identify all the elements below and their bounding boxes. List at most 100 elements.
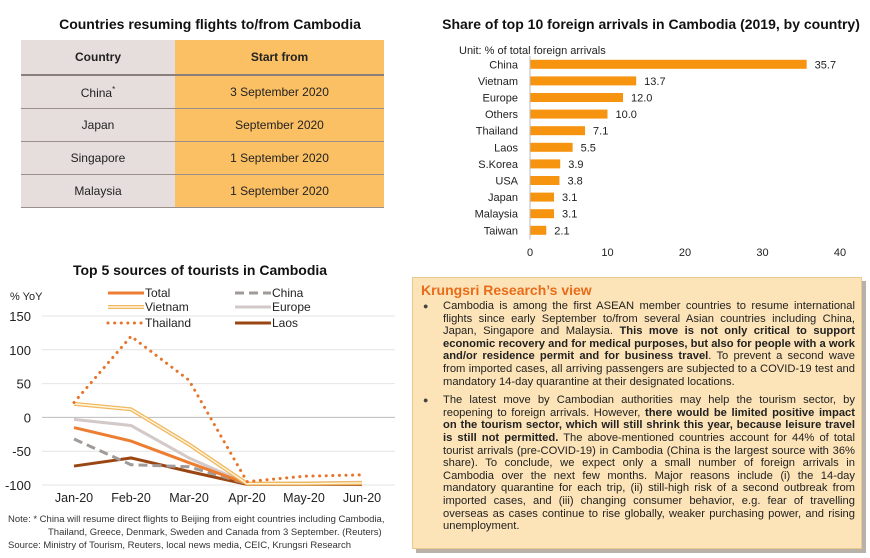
line-chart: % YoY 150 100 50 0 -50 -100 Jan-20 Feb-20 Mar-20 A… [5,286,395,505]
bar [530,126,586,136]
bar-category-label: Malaysia [475,209,519,221]
bullet-text: The above-mentioned countries account fo… [443,431,855,533]
bullet-text: Cambodia is among the first ASEAN member… [443,300,855,338]
bar-value-label: 10.0 [616,109,637,121]
x-tick-label: Mar-20 [169,491,209,505]
table-row: Malaysia 1 September 2020 [21,174,384,208]
y-tick-label: 150 [9,309,31,324]
cell-country: China* [21,75,175,109]
legend-label: China [272,286,304,300]
research-view-box: Krungsri Research’s view Cambodia is amo… [412,277,862,549]
cell-start: September 2020 [175,108,384,142]
bar-chart-title: Share of top 10 foreign arrivals in Camb… [442,16,860,32]
y-tick-label: -100 [5,478,31,493]
bar-value-label: 3.9 [568,159,583,171]
table-header-row: Country Start from [21,40,384,75]
bar [530,142,573,152]
table-row: Singapore 1 September 2020 [21,141,384,175]
bar-category-label: USA [495,176,518,188]
cell-start: 1 September 2020 [175,141,384,175]
x-tick-label: Apr-20 [228,491,266,505]
note-text-continued: Thailand, Greece, Denmark, Sweden and Ca… [48,527,382,538]
flights-table: Country Start from China* 3 September 20… [21,40,384,208]
bar-chart: Unit: % of total foreign arrivals China 35… [459,45,846,259]
bar [530,209,555,219]
y-tick-label: -50 [12,444,31,459]
bullet-item: Cambodia is among the first ASEAN member… [423,300,855,388]
x-tick-label: 40 [834,247,846,259]
bullet-text-bold: there would be limited positive impact o… [443,406,856,444]
header-start-from: Start from [175,40,384,75]
country-name: China [80,85,113,100]
bullet-text: . To prevent a second wave from imported… [443,350,855,388]
bar-value-label: 35.7 [815,59,836,71]
bar [530,59,807,69]
bar-category-label: Taiwan [484,225,518,237]
legend-item-europe: Europe [235,300,311,314]
footnotes: Note: * China will resume direct flights… [8,513,384,552]
y-axis-title: % YoY [10,291,43,303]
legend-label: Total [145,286,170,300]
legend-label: Thailand [145,316,191,330]
bullet-text: The latest move by Cambodian authorities… [443,394,855,419]
cell-start: 1 September 2020 [175,174,384,208]
research-view-bullets: Cambodia is among the first ASEAN member… [421,300,855,533]
bar-category-label: Europe [483,93,518,105]
table-row: Japan September 2020 [21,108,384,142]
cell-start: 3 September 2020 [175,75,384,109]
note-text: Note: * China will resume direct flights… [8,514,385,525]
bar-value-label: 12.0 [631,93,652,105]
legend-item-total: Total [108,286,170,300]
header-country: Country [21,40,175,75]
unit-label: Unit: % of total foreign arrivals [459,45,606,57]
source-text: Source: Ministry of Tourism, Reuters, lo… [8,540,352,551]
bar [530,176,560,185]
research-view-title: Krungsri Research’s view [421,282,592,298]
legend-label: Laos [272,316,298,330]
cell-country: Japan [21,108,175,142]
legend-item-laos: Laos [235,316,298,330]
series-line-inner [73,403,363,485]
bar-category-label: Vietnam [478,76,518,88]
bar [530,159,561,169]
bar [530,109,608,119]
bar-category-label: China [489,59,519,71]
bar [530,225,547,235]
bar-value-label: 3.1 [562,209,577,221]
legend-item-thailand: Thailand [106,316,191,330]
x-tick-label: 30 [756,247,768,259]
x-tick-label: Jun-20 [343,491,381,505]
x-tick-label: Jan-20 [55,491,93,505]
cell-country: Malaysia [21,174,175,208]
cell-country: Singapore [21,141,175,175]
y-tick-label: 50 [17,377,31,392]
y-tick-label: 100 [9,343,31,358]
y-tick-label: 0 [24,410,31,425]
bar-category-label: Others [485,109,519,121]
table-title: Countries resuming flights to/from Cambo… [59,16,361,32]
x-tick-label: Feb-20 [111,491,151,505]
legend-label: Vietnam [145,300,189,314]
bar-value-label: 5.5 [581,142,596,154]
table-row: China* 3 September 2020 [21,75,384,109]
x-tick-label: 0 [527,247,533,259]
bar-category-label: S.Korea [478,159,519,171]
x-tick-label: 10 [601,247,613,259]
line-series-thailand [72,334,364,484]
bar-value-label: 2.1 [554,225,569,237]
series-line [72,334,364,484]
bar-value-label: 13.7 [644,76,665,88]
line-chart-title: Top 5 sources of tourists in Cambodia [72,262,328,278]
bar-value-label: 7.1 [593,126,608,138]
bar-category-label: Thailand [476,126,518,138]
bar-value-label: 3.8 [567,176,582,188]
legend-item-china: China [235,286,304,300]
bar [530,93,623,102]
bar-category-label: Japan [488,192,518,204]
bullet-item: The latest move by Cambodian authorities… [423,394,856,533]
bullet-text-bold: This move is not only critical to suppor… [443,325,855,363]
bar-category-label: Laos [494,142,518,154]
x-tick-label: May-20 [283,491,325,505]
line-series-vietnam [73,401,363,486]
legend-label: Europe [272,300,311,314]
